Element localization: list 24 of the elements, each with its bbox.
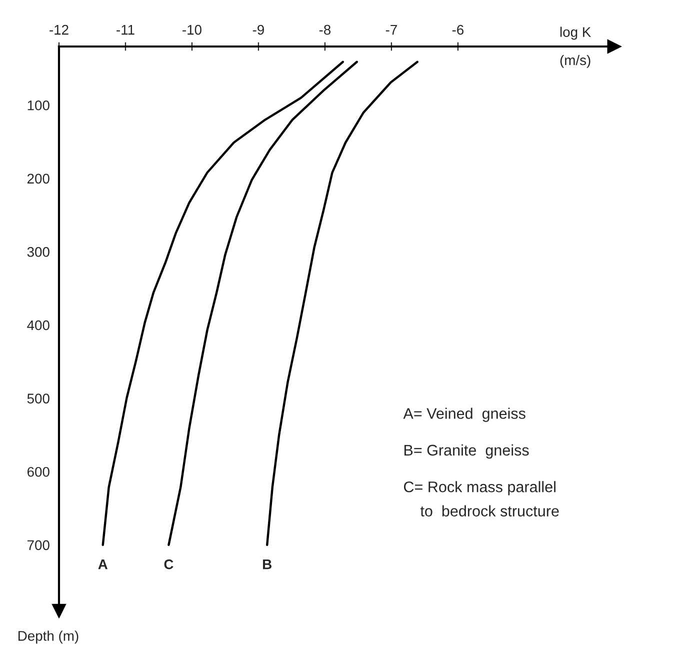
series-label: C <box>164 559 174 570</box>
y-axis-title: Depth (m) <box>18 630 78 644</box>
x-tick-label: -11 <box>116 25 134 35</box>
y-tick-label: 300 <box>27 247 50 257</box>
series-label: B <box>263 560 272 570</box>
x-tick-label: -10 <box>182 24 202 35</box>
annotation: A= Veined gneiss <box>403 408 526 422</box>
x-tick-label: -12 <box>50 24 68 35</box>
x-tick-label: -8 <box>319 24 331 35</box>
y-tick-label: 100 <box>28 100 50 110</box>
y-tick-label: 500 <box>27 394 50 404</box>
x-axis-title: log K (m/s) <box>560 26 591 68</box>
line-series <box>102 60 344 546</box>
y-tick-label: 400 <box>27 320 50 330</box>
y-tick-label: 700 <box>28 540 50 550</box>
x-tick-label: -9 <box>252 24 264 35</box>
annotation: C= Rock mass parallel to bedrock structure <box>404 481 559 516</box>
series-label: A <box>98 560 108 570</box>
y-tick-label: 200 <box>27 174 50 184</box>
x-tick-label: -7 <box>386 25 397 35</box>
line-series <box>168 60 358 546</box>
x-tick-label: -6 <box>452 24 464 35</box>
annotation: B= Granite gneiss <box>404 444 529 459</box>
y-tick-label: 600 <box>27 466 50 477</box>
